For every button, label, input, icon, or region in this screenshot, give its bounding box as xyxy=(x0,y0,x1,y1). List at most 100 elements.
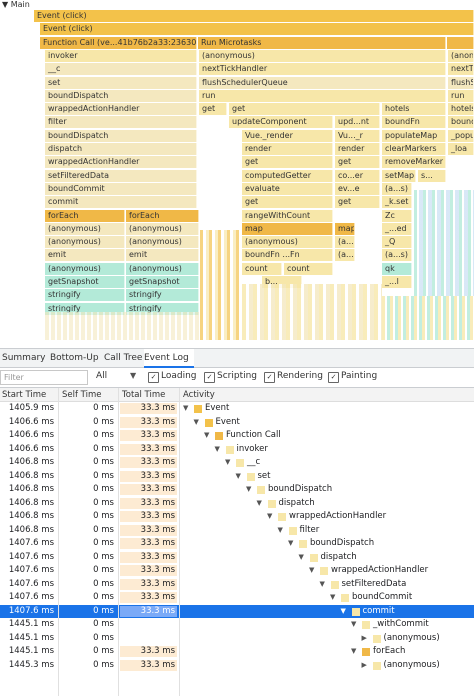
expand-arrow-icon[interactable]: ▼ xyxy=(214,444,220,453)
flame-bar[interactable]: _popula xyxy=(448,129,474,142)
flame-bar[interactable]: get xyxy=(242,196,333,209)
flame-bar[interactable]: get xyxy=(242,156,333,169)
checkbox-label[interactable]: Painting xyxy=(341,371,378,381)
tab-bottom-up[interactable]: Bottom-Up xyxy=(50,353,99,363)
flame-bar[interactable]: (a...s) xyxy=(382,249,412,262)
flame-bar[interactable]: __c xyxy=(45,63,197,76)
expand-arrow-icon[interactable]: ▼ xyxy=(225,458,231,466)
flame-bar[interactable]: Vue._render xyxy=(242,129,333,142)
flame-bar[interactable]: _...ed xyxy=(382,222,412,235)
flame-bar[interactable]: get xyxy=(335,156,380,169)
flame-bar[interactable]: hotels xyxy=(448,103,474,116)
expand-arrow-icon[interactable]: ▼ xyxy=(235,471,241,480)
expand-arrow-icon[interactable]: ▼ xyxy=(277,525,283,534)
flame-bar[interactable]: boundDispatch xyxy=(45,89,197,102)
checkbox-label[interactable]: Loading xyxy=(161,371,197,381)
flame-bar[interactable]: clearMarkers xyxy=(382,143,446,155)
table-row[interactable]: 1445.1 ms 0 ms 33.3 ms ▼ forEach xyxy=(0,645,474,659)
flame-bar[interactable]: (anonymous) xyxy=(45,236,125,249)
flame-bar[interactable]: wrappedActionHandler xyxy=(45,156,197,169)
expand-arrow-icon[interactable]: ▼ xyxy=(183,404,189,412)
chevron-down-icon[interactable]: ▼ xyxy=(130,371,137,380)
main-thread-label[interactable]: ▼ Main xyxy=(2,0,30,9)
checkbox-scripting[interactable]: ✓ xyxy=(204,372,215,383)
expand-arrow-icon[interactable]: ▼ xyxy=(267,512,273,520)
expand-arrow-icon[interactable]: ▼ xyxy=(330,593,336,601)
flame-bar[interactable]: Run Microtasks xyxy=(198,36,446,49)
flame-bar[interactable]: (anonymous) xyxy=(199,49,446,62)
flame-bar[interactable]: dispatch xyxy=(45,143,197,155)
flame-bar[interactable]: forEach xyxy=(126,209,199,222)
table-row[interactable]: 1406.8 ms 0 ms 33.3 ms ▼ wrappedActionHandle… xyxy=(0,510,474,524)
tab-summary[interactable]: Summary xyxy=(2,353,46,363)
table-row[interactable]: 1407.6 ms 0 ms 33.3 ms ▼ setFilteredData xyxy=(0,578,474,592)
collapse-arrow-icon[interactable]: ▶ xyxy=(361,660,367,669)
table-row[interactable]: 1406.8 ms 0 ms 33.3 ms ▼ filter xyxy=(0,524,474,538)
flame-bar[interactable]: render xyxy=(242,143,333,155)
flame-bar[interactable]: Event (click) xyxy=(40,23,474,36)
expand-arrow-icon[interactable]: ▼ xyxy=(256,498,262,507)
flame-bar[interactable]: map xyxy=(335,222,355,235)
flame-bar[interactable]: co...er xyxy=(335,169,380,182)
tab-event-log[interactable]: Event Log xyxy=(144,349,194,368)
flame-bar[interactable]: count xyxy=(242,262,282,275)
expand-arrow-icon[interactable]: ▼ xyxy=(319,579,325,588)
flame-bar[interactable]: (anonymous) xyxy=(242,236,333,249)
expand-arrow-icon[interactable]: ▼ xyxy=(309,566,315,574)
flame-bar[interactable]: forEach xyxy=(45,209,125,222)
flame-bar[interactable]: _k.set xyxy=(382,196,412,209)
expand-arrow-icon[interactable]: ▼ xyxy=(351,620,357,628)
flame-bar[interactable]: (anonymous) xyxy=(45,222,125,235)
flame-bar[interactable]: get xyxy=(335,196,380,209)
flame-bar[interactable]: invoker xyxy=(45,49,197,62)
table-row[interactable]: 1445.1 ms 0 ms ▶ (anonymous) xyxy=(0,632,474,646)
flame-bar[interactable]: Event (click) xyxy=(34,10,474,22)
table-row[interactable]: 1407.6 ms 0 ms 33.3 ms ▼ commit xyxy=(0,604,474,618)
flame-bar[interactable]: (anonymous) xyxy=(126,236,199,249)
header-activity[interactable]: Activity xyxy=(183,390,215,400)
expand-arrow-icon[interactable]: ▼ xyxy=(351,647,357,655)
header-self-time[interactable]: Self Time xyxy=(62,390,102,400)
table-row[interactable]: 1406.8 ms 0 ms 33.3 ms ▼ set xyxy=(0,470,474,484)
flame-bar[interactable]: get xyxy=(199,103,227,116)
flame-bar[interactable]: stringify xyxy=(126,289,199,302)
table-row[interactable]: 1406.6 ms 0 ms 33.3 ms ▼ invoker xyxy=(0,443,474,457)
flame-bar[interactable]: stringify xyxy=(45,302,125,315)
flame-bar[interactable]: (anonymous) xyxy=(126,222,199,235)
table-row[interactable]: 1445.3 ms 0 ms 33.3 ms ▶ (anonymous) xyxy=(0,659,474,673)
flame-bar[interactable]: (a...s) xyxy=(335,236,355,249)
tab-call-tree[interactable]: Call Tree xyxy=(104,353,143,363)
header-total-time[interactable]: Total Time xyxy=(122,390,166,400)
flame-bar[interactable]: nextTickHandler xyxy=(199,63,446,76)
flame-bar[interactable]: run xyxy=(199,89,446,102)
table-row[interactable]: 1407.6 ms 0 ms 33.3 ms ▼ wrappedActionHandle… xyxy=(0,564,474,578)
flame-bar[interactable]: rangeWithCount xyxy=(242,209,333,222)
table-row[interactable]: 1407.6 ms 0 ms 33.3 ms ▼ boundDispatch xyxy=(0,537,474,551)
table-row[interactable]: 1407.6 ms 0 ms 33.3 ms ▼ dispatch xyxy=(0,551,474,565)
flame-bar[interactable]: count xyxy=(284,262,333,275)
flame-bar[interactable]: (anonymous xyxy=(448,49,474,62)
table-row[interactable]: 1405.9 ms 0 ms 33.3 ms ▼ Event xyxy=(0,402,474,416)
flame-bar[interactable]: boundDispatch xyxy=(45,129,197,142)
flame-bar[interactable]: setFilteredData xyxy=(45,169,197,182)
flame-bar[interactable]: nextTickH xyxy=(448,63,474,76)
expand-arrow-icon[interactable]: ▼ xyxy=(246,485,252,493)
flame-bar[interactable]: updateComponent xyxy=(229,116,333,129)
flame-bar[interactable]: Zc xyxy=(382,209,412,222)
flame-bar[interactable]: s... xyxy=(418,169,446,182)
flame-bar[interactable]: boundFn xyxy=(448,116,474,129)
table-row[interactable]: 1406.8 ms 0 ms 33.3 ms ▼ dispatch xyxy=(0,497,474,511)
flame-bar[interactable]: qk xyxy=(382,262,412,275)
table-row[interactable]: 1406.8 ms 0 ms 33.3 ms ▼ __c xyxy=(0,456,474,470)
flame-bar[interactable]: commit xyxy=(45,196,197,209)
table-row[interactable]: 1406.6 ms 0 ms 33.3 ms ▼ Function Call xyxy=(0,429,474,443)
flame-chart[interactable]: ▼ Main Event (click) Event (click) Functio… xyxy=(0,0,474,348)
checkbox-loading[interactable]: ✓ xyxy=(148,372,159,383)
flame-bar[interactable]: ev...e xyxy=(335,182,380,195)
flame-bar[interactable]: _loa xyxy=(448,143,474,155)
expand-arrow-icon[interactable]: ▼ xyxy=(204,431,210,439)
flame-bar[interactable]: evaluate xyxy=(242,182,333,195)
flame-bar[interactable]: boundFn ...Fn xyxy=(242,249,333,262)
flame-bar[interactable]: populateMap xyxy=(382,129,446,142)
flame-bar[interactable]: render xyxy=(335,143,380,155)
